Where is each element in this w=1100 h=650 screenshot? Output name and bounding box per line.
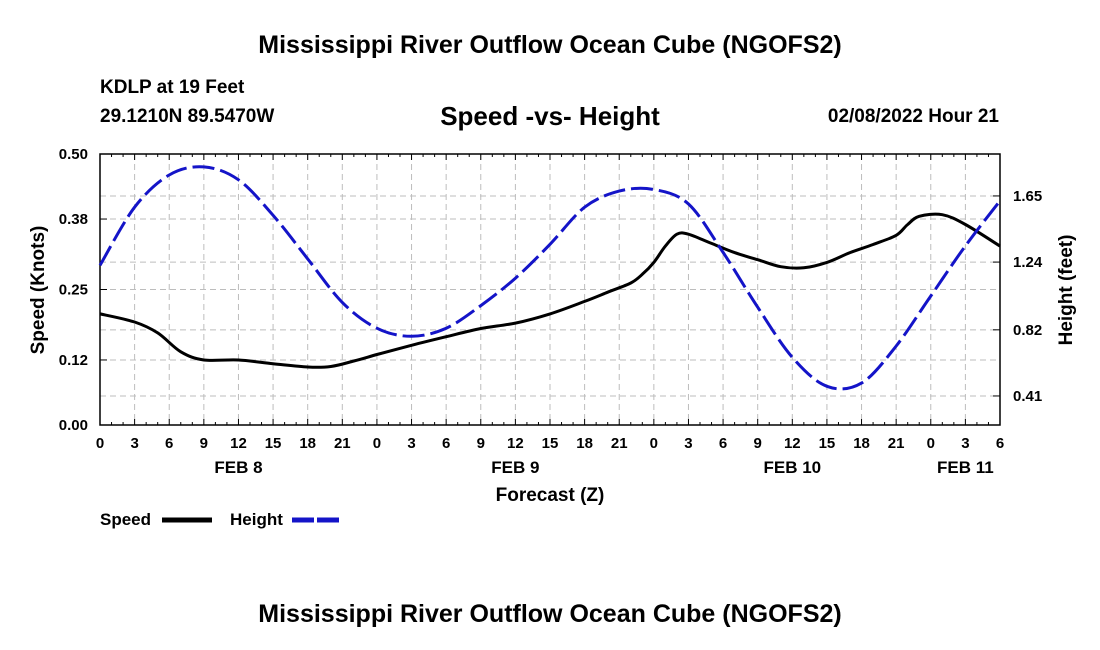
grid xyxy=(99,153,1001,426)
x-tick-label: 9 xyxy=(477,435,485,452)
x-tick-label: 18 xyxy=(853,435,870,452)
axes xyxy=(99,153,1001,426)
x-tick-label: 21 xyxy=(888,435,905,452)
y-left-tick-label: 0.50 xyxy=(59,146,88,163)
x-tick-label: 6 xyxy=(442,435,450,452)
x-tick-label: 3 xyxy=(684,435,692,452)
x-tick-label: 12 xyxy=(784,435,801,452)
right-axis-label: Height (feet) xyxy=(1056,235,1077,346)
series-line-height xyxy=(98,165,1002,391)
x-tick-label: 18 xyxy=(576,435,593,452)
x-tick-label: 15 xyxy=(542,435,559,452)
y-left-tick-label: 0.25 xyxy=(59,282,88,299)
footer-title: Mississippi River Outflow Ocean Cube (NG… xyxy=(258,600,842,628)
x-tick-label: 12 xyxy=(230,435,247,452)
y-right-tick-label: 0.82 xyxy=(1013,322,1042,339)
y-right-tick-label: 0.41 xyxy=(1013,388,1042,405)
x-tick-label: 0 xyxy=(650,435,658,452)
x-tick-label: 12 xyxy=(507,435,524,452)
left-axis-label: Speed (Knots) xyxy=(28,226,49,355)
station-label: KDLP at 19 Feet xyxy=(100,77,245,98)
legend: Speed Height xyxy=(100,510,342,529)
x-tick-label: 0 xyxy=(927,435,935,452)
series xyxy=(98,165,1002,391)
x-tick-label: 0 xyxy=(96,435,104,452)
date-label: FEB 9 xyxy=(491,458,539,477)
date-label: FEB 10 xyxy=(763,458,821,477)
x-tick-label: 6 xyxy=(719,435,727,452)
y-left-tick-label: 0.38 xyxy=(59,211,88,228)
x-tick-label: 15 xyxy=(819,435,836,452)
date-label: FEB 8 xyxy=(214,458,262,477)
x-tick-label: 9 xyxy=(200,435,208,452)
forecast-datetime: 02/08/2022 Hour 21 xyxy=(827,106,999,127)
x-tick-label: 6 xyxy=(165,435,173,452)
station-coordinates: 29.1210N 89.5470W xyxy=(100,106,275,127)
x-tick-label: 3 xyxy=(961,435,969,452)
chart-title: Speed -vs- Height xyxy=(440,101,660,131)
y-left-tick-label: 0.12 xyxy=(59,352,88,369)
legend-label-speed: Speed xyxy=(100,510,151,529)
series-line-speed xyxy=(99,212,1001,369)
x-tick-label: 21 xyxy=(334,435,351,452)
date-label: FEB 11 xyxy=(937,458,994,477)
x-tick-label: 21 xyxy=(611,435,628,452)
x-tick-label: 3 xyxy=(407,435,415,452)
x-tick-label: 9 xyxy=(754,435,762,452)
x-tick-label: 3 xyxy=(130,435,138,452)
legend-label-height: Height xyxy=(230,510,283,529)
y-right-tick-label: 1.24 xyxy=(1013,254,1043,271)
y-left-tick-label: 0.00 xyxy=(59,417,88,434)
x-tick-label: 0 xyxy=(373,435,381,452)
y-right-tick-label: 1.65 xyxy=(1013,188,1042,205)
x-tick-label: 18 xyxy=(299,435,316,452)
main-title: Mississippi River Outflow Ocean Cube (NG… xyxy=(258,31,842,59)
x-axis-label: Forecast (Z) xyxy=(496,485,605,506)
speed-height-chart: Forecast (Z) Speed (Knots) Height (feet)… xyxy=(28,146,1077,529)
x-tick-label: 6 xyxy=(996,435,1004,452)
x-tick-label: 15 xyxy=(265,435,282,452)
axis-labels: Forecast (Z) Speed (Knots) Height (feet)… xyxy=(28,146,1077,506)
